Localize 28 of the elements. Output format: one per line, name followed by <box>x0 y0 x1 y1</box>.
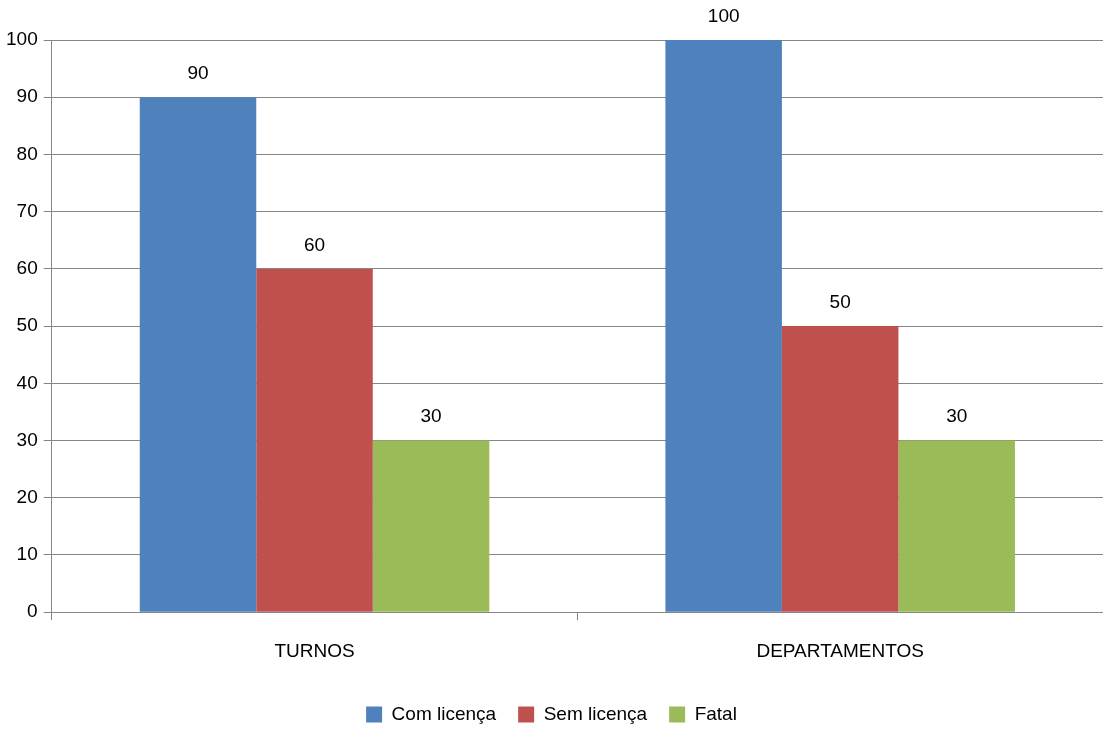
y-tick-label: 100 <box>6 28 38 50</box>
y-tick-label: 60 <box>16 257 38 279</box>
bar <box>372 440 490 612</box>
y-tick-label: 70 <box>16 199 38 221</box>
x-tick-label: DEPARTAMENTOS <box>756 639 924 661</box>
bar <box>139 97 257 612</box>
y-tick-label: 50 <box>16 314 38 336</box>
legend-label: Fatal <box>694 702 737 724</box>
bar <box>898 440 1015 612</box>
data-label: 30 <box>946 405 968 427</box>
bar <box>665 40 782 612</box>
data-label: 60 <box>303 233 326 255</box>
bar <box>256 268 373 612</box>
y-tick-label: 90 <box>16 85 38 107</box>
legend-label: Com licença <box>391 702 497 724</box>
legend-label: Sem licença <box>543 702 648 724</box>
y-tick-label: 20 <box>16 485 38 507</box>
bar <box>781 326 899 612</box>
y-tick-label: 10 <box>16 543 38 565</box>
data-label: 100 <box>707 4 740 26</box>
data-label: 90 <box>187 61 209 83</box>
y-tick-label: 30 <box>16 428 38 450</box>
y-tick-label: 80 <box>16 142 38 164</box>
y-tick-label: 40 <box>16 371 38 393</box>
x-tick-label: TURNOS <box>274 639 355 661</box>
data-label: 30 <box>420 405 442 427</box>
y-tick-label: 0 <box>27 600 38 622</box>
data-label: 50 <box>829 290 851 312</box>
